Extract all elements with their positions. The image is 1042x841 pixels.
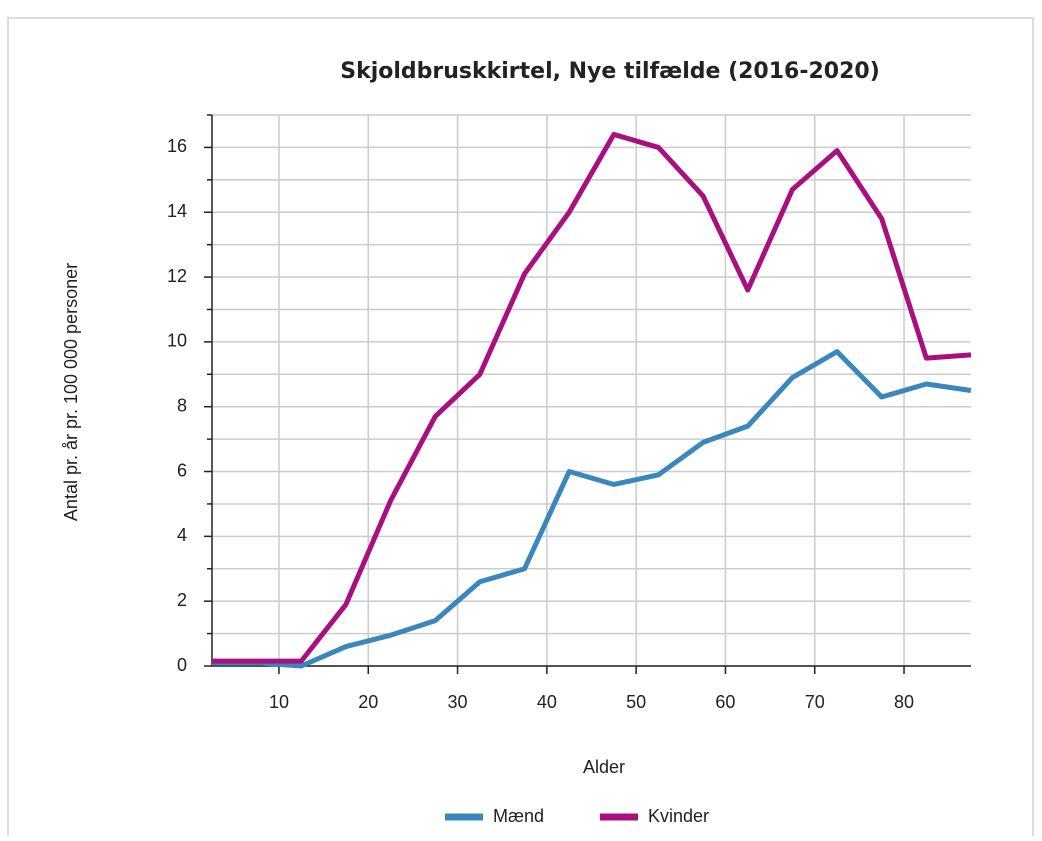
y-tick-label: 6 — [177, 460, 187, 480]
legend-label: Mænd — [493, 806, 544, 826]
y-tick-label: 16 — [167, 136, 187, 156]
y-tick-label: 12 — [167, 266, 187, 286]
line-series — [212, 349, 972, 669]
y-tick-label: 14 — [167, 201, 187, 221]
legend-label: Kvinder — [648, 806, 709, 826]
y-tick-label: 10 — [167, 331, 187, 351]
y-tick-label: 4 — [177, 525, 187, 545]
y-tick-label: 8 — [177, 395, 187, 415]
x-tick-label: 50 — [626, 692, 646, 712]
card — [7, 17, 1034, 841]
y-axis-label: Antal pr. år pr. 100 000 personer — [61, 263, 81, 521]
x-tick-label: 80 — [894, 692, 914, 712]
y-tick-label: 0 — [177, 655, 187, 675]
y-tick-label: 2 — [177, 590, 187, 610]
chart-title: Skjoldbruskkirtel, Nye tilfælde (2016-20… — [340, 59, 880, 84]
x-tick-label: 20 — [358, 692, 378, 712]
x-tick-label: 30 — [448, 692, 468, 712]
x-tick-label: 10 — [269, 692, 289, 712]
x-axis-label: Alder — [583, 757, 625, 777]
line-series — [212, 131, 972, 664]
x-tick-label: 60 — [715, 692, 735, 712]
x-tick-label: 70 — [805, 692, 825, 712]
x-tick-label: 40 — [537, 692, 557, 712]
